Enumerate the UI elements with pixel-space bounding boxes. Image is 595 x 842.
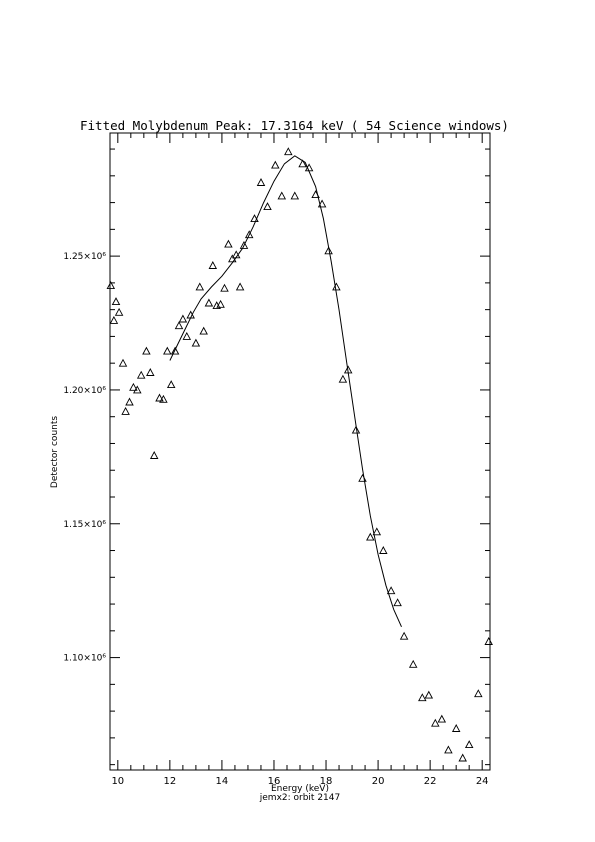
data-point [118,358,128,367]
data-point [244,230,254,239]
data-point [408,659,418,668]
data-point [304,163,314,172]
data-point [220,283,229,292]
y-tick-label: 1.15×10⁶ [63,520,106,530]
data-point [358,473,367,482]
data-point [163,346,172,355]
data-point [186,310,195,319]
data-point [114,307,124,316]
data-point [451,724,461,732]
x-axis-ticks: 10 12 14 16 18 20 22 24 [111,133,489,787]
data-point [290,191,300,200]
chart-subtitle: jemx2: orbit 2147 [259,793,340,803]
data-point [146,368,155,376]
data-point [166,380,176,389]
data-point [324,246,333,255]
fit-curve-layer [169,155,402,628]
fit-curve [169,155,402,628]
data-point [311,190,320,199]
y-tick-label: 1.25×10⁶ [63,252,106,262]
data-point [208,261,218,269]
data-point [125,397,134,406]
data-point [149,451,159,459]
data-point [204,298,214,307]
data-point [182,331,192,340]
data-point [437,714,447,723]
data-point [224,239,233,248]
data-point [170,346,180,355]
data-point [474,689,483,698]
data-point [298,159,307,168]
data-point [418,693,427,702]
data-point [178,314,188,323]
data-points-layer [106,147,493,762]
data-point [195,282,205,291]
data-point [129,382,138,391]
data-point [136,370,146,379]
data-point [191,338,201,347]
data-point [332,282,341,291]
data-point [109,315,119,324]
data-point [393,598,402,607]
data-point [142,346,151,355]
data-point [317,199,327,208]
data-point [424,690,434,699]
data-point [284,147,293,156]
data-point [386,586,396,595]
x-axis-label: Energy (keV) [271,784,329,794]
data-point [159,394,168,403]
y-tick-label: 1.10×10⁶ [63,654,106,664]
plot-frame [109,132,491,771]
data-point [199,326,208,335]
x-tick-label: 10 [111,776,124,787]
data-point [484,637,493,645]
x-tick-label: 22 [424,776,437,787]
data-point [216,299,225,308]
y-axis-label: Detector counts [50,416,60,488]
data-point [444,745,453,754]
x-tick-label: 16 [268,776,281,787]
data-point [271,160,280,169]
data-point [351,425,361,434]
x-tick-label: 24 [476,776,489,787]
data-point [458,753,467,762]
x-tick-label: 14 [216,776,229,787]
data-point [277,191,287,200]
data-point [431,718,440,727]
x-tick-label: 20 [372,776,385,787]
data-point [366,532,375,541]
data-point [228,254,237,263]
data-point [379,546,388,554]
data-point [343,365,353,374]
data-point [399,631,409,640]
data-point [464,740,474,749]
data-point [111,297,121,306]
data-point [338,374,348,383]
data-point [121,406,130,415]
data-point [133,385,142,394]
data-point [256,178,266,186]
data-point [372,527,382,536]
data-point [250,214,259,223]
data-point [106,281,116,290]
x-tick-label: 18 [320,776,333,787]
data-point [174,321,184,330]
chart-title: Fitted Molybdenum Peak: 17.3164 keV ( 54… [80,118,509,133]
y-axis-ticks: 1.10×10⁶ 1.15×10⁶ 1.20×10⁶ 1.25×10⁶ [63,148,490,766]
y-tick-label: 1.20×10⁶ [63,386,106,396]
x-tick-label: 12 [163,776,176,787]
data-point [235,282,245,291]
data-point [231,250,241,259]
data-point [239,240,249,249]
data-point [263,202,272,211]
data-point [155,393,164,402]
